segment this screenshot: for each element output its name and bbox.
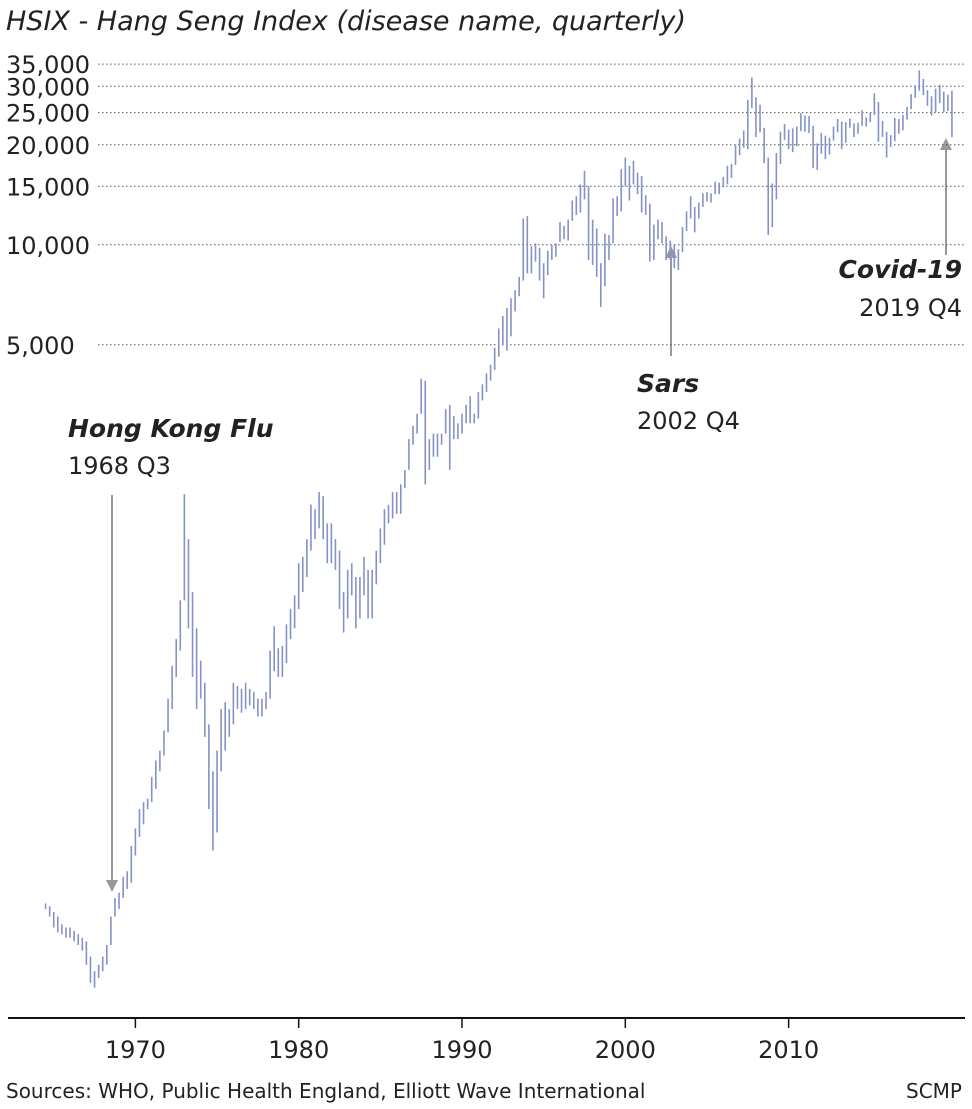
annotation-title: Covid-19 [839,255,962,284]
y-tick-label: 25,000 [6,100,90,128]
annotation-subtitle: 2019 Q4 [859,294,962,322]
annotation-title: Hong Kong Flu [68,414,274,443]
x-tick-label: 1980 [268,1036,329,1064]
annotation-title: Sars [637,369,699,398]
source: Sources: WHO, Public Health England, Ell… [6,1079,645,1103]
y-tick-label: 15,000 [6,173,90,201]
annotation-subtitle: 2002 Q4 [637,407,740,435]
arrow-head [940,138,952,150]
x-tick-label: 2000 [595,1036,656,1064]
x-tick-label: 2010 [758,1036,819,1064]
y-tick-label: 35,000 [6,51,90,79]
x-tick-label: 1970 [105,1036,166,1064]
y-tick-label: 10,000 [6,232,90,260]
y-tick-label: 30,000 [6,73,90,101]
chart-title: HSIX - Hang Seng Index (disease name, qu… [6,6,686,37]
x-tick-label: 1990 [431,1036,492,1064]
annotation-subtitle: 1968 Q3 [68,452,171,480]
y-tick-label: 5,000 [6,332,75,360]
credit: SCMP [906,1079,962,1103]
y-tick-label: 20,000 [6,132,90,160]
arrow-head [106,880,118,892]
